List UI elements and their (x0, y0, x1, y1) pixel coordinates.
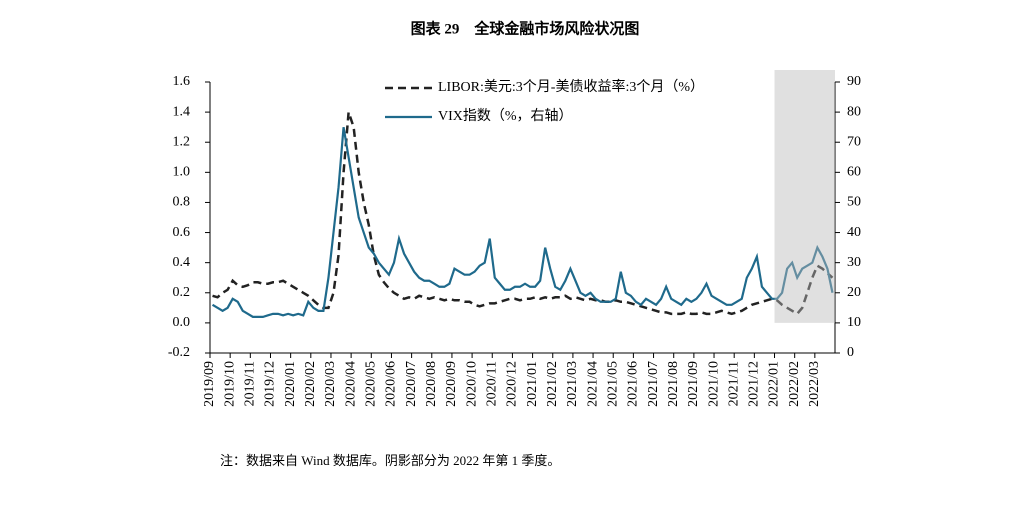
x-tick-label: 2021/04 (585, 361, 600, 407)
y-tick-label: 0.6 (173, 225, 191, 240)
x-tick-label: 2020/01 (283, 361, 298, 407)
x-tick-label: 2019/10 (222, 361, 237, 407)
x-tick-label: 2020/09 (444, 361, 459, 407)
y2-tick-label: 40 (847, 225, 861, 240)
legend-label: VIX指数（%，右轴） (438, 108, 573, 124)
x-tick-label: 2021/10 (706, 361, 721, 407)
y-tick-label: 1.2 (173, 134, 191, 149)
shaded-period (774, 70, 835, 323)
x-tick-label: 2020/10 (464, 361, 479, 407)
x-tick-label: 2021/05 (605, 361, 620, 407)
y2-tick-label: 30 (847, 255, 861, 270)
x-tick-label: 2021/02 (545, 361, 560, 407)
y2-tick-label: 80 (847, 104, 861, 119)
y2-tick-label: 50 (847, 195, 861, 210)
y-tick-label: 0.2 (173, 285, 191, 300)
y-tick-label: 0.8 (173, 195, 191, 210)
y-tick-label: 1.4 (173, 104, 191, 119)
legend-label: LIBOR:美元:3个月-美债收益率:3个月（%） (438, 78, 704, 95)
y-tick-label: 0.0 (173, 315, 191, 330)
x-tick-label: 2019/12 (263, 361, 278, 407)
y-tick-label: 1.6 (173, 74, 191, 89)
chart-title: 图表 29 全球金融市场风险状况图 (411, 19, 640, 37)
x-tick-label: 2021/11 (726, 361, 741, 406)
x-tick-label: 2021/07 (646, 361, 661, 407)
x-tick-label: 2021/09 (686, 361, 701, 407)
y2-tick-label: 0 (847, 345, 854, 360)
x-tick-label: 2021/03 (565, 361, 580, 407)
x-tick-label: 2022/02 (787, 361, 802, 407)
x-tick-label: 2021/08 (666, 361, 681, 407)
x-tick-label: 2022/01 (767, 361, 782, 407)
y2-tick-label: 70 (847, 134, 861, 149)
y-tick-label: -0.2 (168, 345, 190, 360)
series-line (211, 126, 834, 318)
y-tick-label: 0.4 (173, 255, 191, 270)
x-tick-label: 2019/11 (243, 361, 258, 406)
y-tick-label: 1.0 (173, 165, 191, 180)
x-tick-label: 2020/07 (404, 361, 419, 407)
series-line (212, 111, 834, 316)
x-tick-label: 2021/01 (525, 361, 540, 407)
x-tick-label: 2020/06 (384, 361, 399, 407)
y2-tick-label: 20 (847, 285, 861, 300)
y2-tick-label: 90 (847, 74, 861, 89)
x-tick-label: 2021/06 (626, 361, 641, 407)
x-tick-label: 2020/11 (484, 361, 499, 406)
x-tick-label: 2019/09 (202, 361, 217, 407)
x-tick-label: 2020/02 (303, 361, 318, 407)
x-tick-label: 2020/05 (364, 361, 379, 407)
x-tick-label: 2022/03 (807, 361, 822, 407)
x-tick-label: 2020/08 (424, 361, 439, 407)
y2-tick-label: 60 (847, 165, 861, 180)
x-tick-label: 2020/04 (343, 361, 358, 407)
x-tick-label: 2021/12 (747, 361, 762, 407)
x-tick-label: 2020/12 (505, 361, 520, 407)
footnote: 注：数据来自 Wind 数据库。阴影部分为 2022 年第 1 季度。 (220, 453, 560, 468)
x-tick-label: 2020/03 (323, 361, 338, 407)
y2-tick-label: 10 (847, 315, 861, 330)
